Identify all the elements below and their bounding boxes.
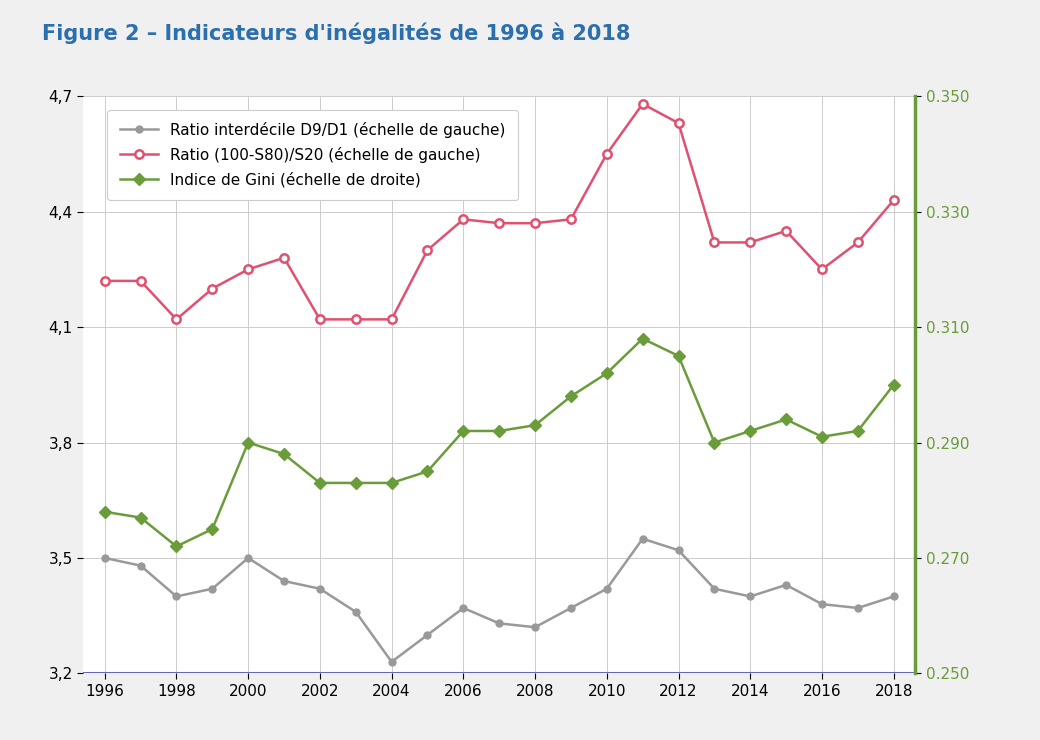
Text: Figure 2 – Indicateurs d'inégalités de 1996 à 2018: Figure 2 – Indicateurs d'inégalités de 1… bbox=[42, 22, 630, 44]
Legend: Ratio interdécile D9/D1 (échelle de gauche), Ratio (100-S80)/S20 (échelle de gau: Ratio interdécile D9/D1 (échelle de gauc… bbox=[107, 110, 518, 200]
